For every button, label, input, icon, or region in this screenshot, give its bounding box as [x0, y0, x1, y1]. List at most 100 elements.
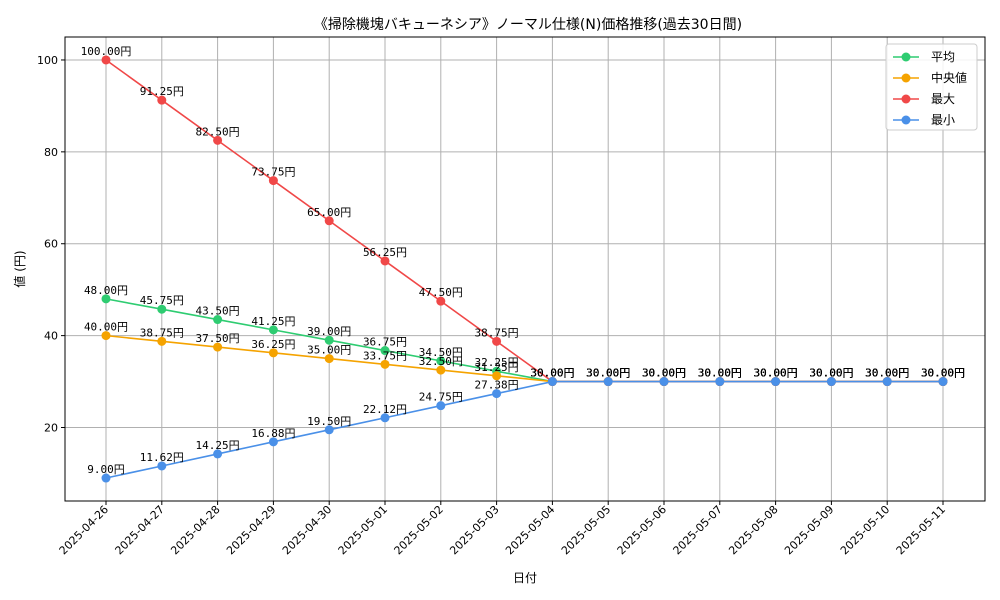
data-point [603, 377, 613, 387]
x-tick-label: 2025-04-28 [168, 503, 222, 557]
data-point [157, 461, 167, 471]
data-label: 30.00円 [698, 367, 742, 380]
data-label: 30.00円 [754, 367, 798, 380]
data-label: 30.00円 [698, 367, 742, 380]
data-label: 34.50円 [419, 346, 463, 359]
data-label: 35.00円 [307, 344, 351, 357]
data-point [324, 216, 334, 226]
data-label: 31.25円 [475, 361, 519, 374]
x-axis-title: 日付 [513, 571, 537, 585]
legend-label: 最小 [931, 113, 955, 127]
data-label: 30.00円 [586, 367, 630, 380]
data-point [268, 176, 278, 186]
y-tick-label: 80 [44, 146, 58, 159]
data-label: 30.00円 [921, 367, 965, 380]
data-label: 40.00円 [84, 321, 128, 334]
data-label: 30.00円 [530, 367, 574, 380]
x-tick-label: 2025-04-29 [224, 503, 278, 557]
data-point [547, 377, 557, 387]
x-tick-label: 2025-05-01 [336, 503, 390, 557]
data-label: 24.75円 [419, 391, 463, 404]
x-tick-label: 2025-05-10 [838, 503, 892, 557]
x-tick-label: 2025-05-02 [392, 503, 446, 557]
data-point [659, 377, 669, 387]
data-point [826, 377, 836, 387]
data-label: 30.00円 [698, 367, 742, 380]
data-point [436, 401, 446, 411]
data-point [436, 296, 446, 306]
data-label: 27.38円 [475, 379, 519, 392]
data-label: 30.00円 [586, 367, 630, 380]
data-point [101, 473, 111, 483]
data-point [213, 342, 223, 352]
chart-title: 《掃除機塊バキューネシア》ノーマル仕様(N)価格推移(過去30日間) [314, 16, 742, 33]
series-layer [101, 55, 948, 483]
legend-marker [901, 52, 911, 62]
data-label: 43.50円 [196, 305, 240, 318]
legend-label: 中央値 [931, 70, 967, 85]
y-tick-label: 60 [44, 238, 58, 251]
data-label: 30.00円 [586, 367, 630, 380]
data-point [380, 256, 390, 266]
data-labels: 48.00円 45.75円 43.50円 41.25円 39.00円 36.75円 34.5… [81, 45, 965, 476]
data-point [938, 377, 948, 387]
y-axis-ticks: 20 40 60 80 100 [37, 54, 65, 434]
x-tick-label: 2025-05-03 [447, 503, 501, 557]
data-label: 32.25円 [475, 356, 519, 369]
data-label: 30.00円 [754, 367, 798, 380]
data-point [324, 354, 334, 364]
x-tick-label: 2025-05-11 [894, 503, 948, 557]
grid-lines [65, 37, 985, 501]
data-point [157, 336, 167, 346]
y-tick-label: 40 [44, 330, 58, 343]
data-point [380, 413, 390, 423]
data-label: 65.00円 [307, 206, 351, 219]
data-point [213, 315, 223, 325]
data-label: 32.50円 [419, 355, 463, 368]
series-line [105, 380, 943, 479]
data-label: 37.50円 [196, 332, 240, 345]
data-label: 33.75円 [363, 349, 407, 362]
plot-area-frame [64, 36, 986, 502]
data-label: 38.75円 [140, 326, 184, 339]
data-label: 30.00円 [530, 367, 574, 380]
data-label: 30.00円 [865, 367, 909, 380]
data-point [101, 55, 111, 65]
data-label: 48.00円 [84, 284, 128, 297]
data-label: 41.25円 [251, 315, 295, 328]
data-label: 30.00円 [642, 367, 686, 380]
data-label: 91.25円 [140, 85, 184, 98]
data-label: 30.00円 [809, 367, 853, 380]
data-label: 30.00円 [698, 367, 742, 380]
data-label: 30.00円 [921, 367, 965, 380]
data-point [882, 377, 892, 387]
legend-marker [901, 94, 911, 104]
data-label: 73.75円 [251, 166, 295, 179]
data-label: 36.25円 [251, 338, 295, 351]
data-point [213, 135, 223, 145]
data-point [157, 95, 167, 105]
data-label: 30.00円 [642, 367, 686, 380]
data-label: 30.00円 [865, 367, 909, 380]
y-axis-title: 値 (円) [12, 250, 27, 287]
x-tick-label: 2025-05-08 [726, 503, 780, 557]
data-point [380, 359, 390, 369]
data-label: 30.00円 [754, 367, 798, 380]
data-label: 30.00円 [865, 367, 909, 380]
x-tick-label: 2025-05-05 [559, 503, 613, 557]
data-label: 22.12円 [363, 403, 407, 416]
data-label: 30.00円 [642, 367, 686, 380]
data-label: 16.88円 [251, 427, 295, 440]
data-label: 30.00円 [921, 367, 965, 380]
data-point [101, 294, 111, 304]
data-point [324, 425, 334, 435]
data-point [268, 437, 278, 447]
y-tick-label: 20 [44, 421, 58, 434]
data-label: 36.75円 [363, 336, 407, 349]
data-point [380, 346, 390, 356]
data-label: 11.62円 [140, 451, 184, 464]
x-tick-label: 2025-05-07 [671, 503, 725, 557]
data-label: 9.00円 [87, 463, 125, 476]
x-tick-label: 2025-04-27 [113, 503, 167, 557]
